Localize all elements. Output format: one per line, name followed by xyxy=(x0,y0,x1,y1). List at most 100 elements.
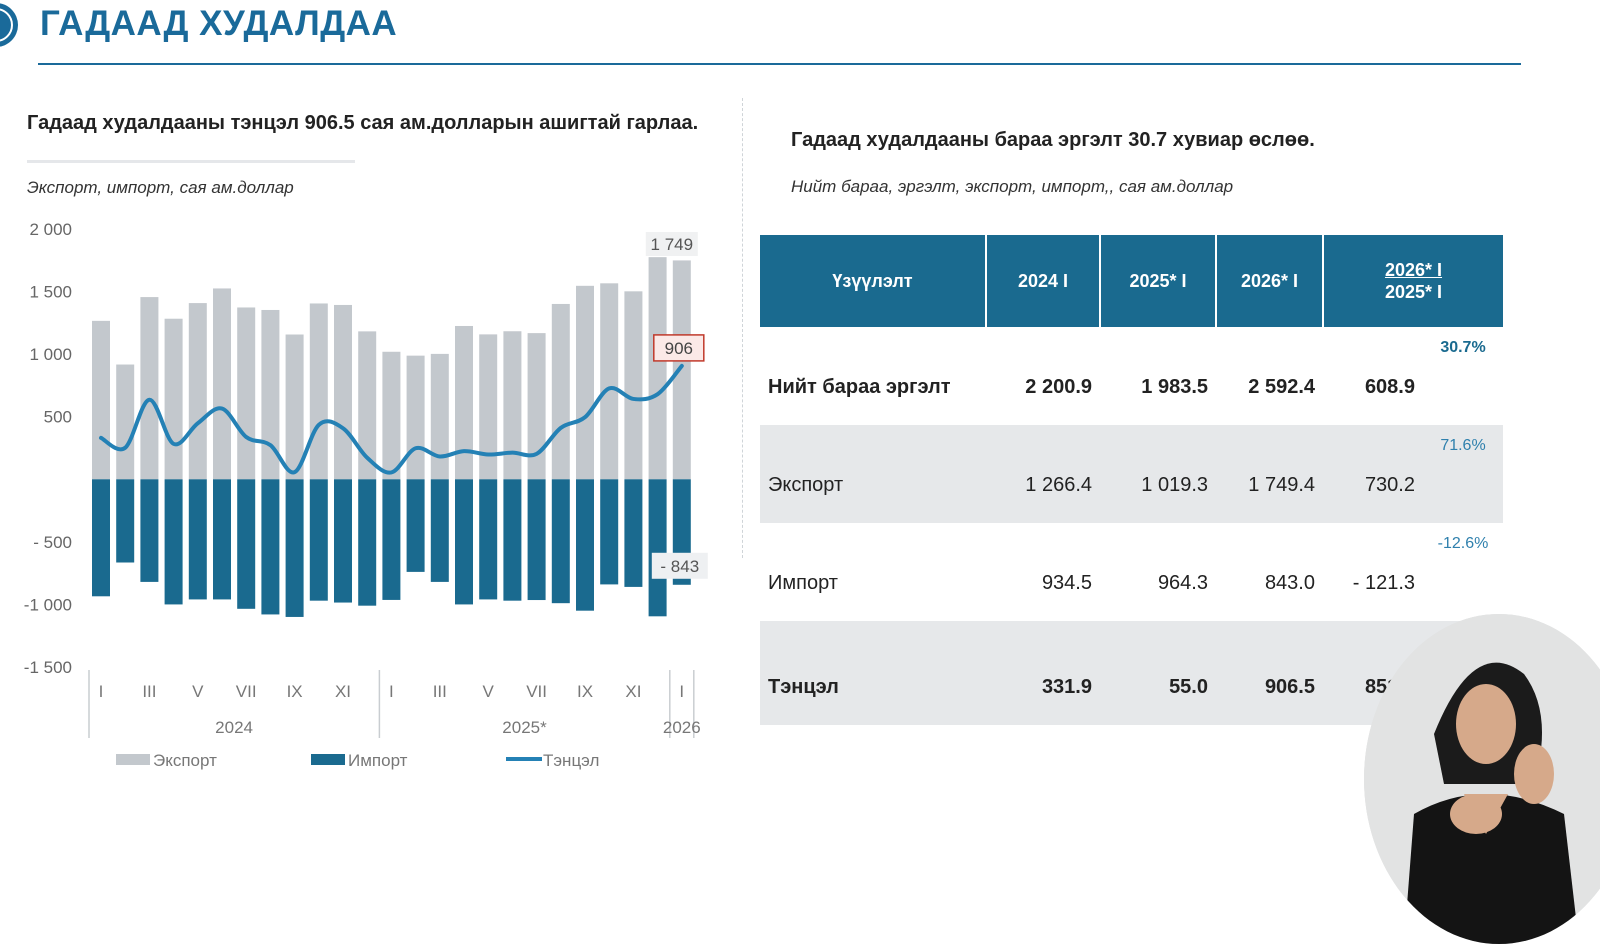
export-bar xyxy=(527,333,546,480)
import-bars xyxy=(92,479,691,617)
x-tick-label: XI xyxy=(335,682,351,701)
cell-diff: 730.2 xyxy=(1323,425,1423,523)
import-bar xyxy=(551,479,570,604)
export-bar xyxy=(503,331,522,480)
chart-heading: Гадаад худалдааны тэнцэл 906.5 сая ам.до… xyxy=(27,112,699,134)
chart-legend: Экспорт Импорт Тэнцэл xyxy=(116,751,599,770)
import-annotation-box xyxy=(651,552,708,579)
cell-2025: 55.0 xyxy=(1100,621,1216,725)
cell-pct-wrap: -12.6% xyxy=(1423,523,1503,621)
export-bar xyxy=(92,320,110,480)
export-bar xyxy=(406,355,425,480)
cell-pct-wrap: 30.7% xyxy=(1423,327,1503,425)
export-bar xyxy=(261,309,280,480)
export-bar xyxy=(140,297,159,480)
import-bar xyxy=(164,479,183,605)
column-divider xyxy=(742,98,743,558)
header-2024: 2024 I xyxy=(985,235,1100,327)
table-row-import: Импорт 934.5 964.3 843.0 - 121.3 -12.6% xyxy=(760,523,1503,621)
cell-pct: 71.6% xyxy=(1440,437,1486,454)
cell-2025: 1 019.3 xyxy=(1100,425,1216,523)
export-bar xyxy=(213,288,231,480)
x-tick-label: I xyxy=(679,682,684,701)
cell-2026: 843.0 xyxy=(1264,571,1315,594)
x-tick-label: III xyxy=(433,682,447,701)
balance-line-group xyxy=(99,363,684,475)
export-bar xyxy=(285,334,304,480)
import-bar xyxy=(285,479,304,617)
import-bar xyxy=(648,479,667,617)
table-row-export: Экспорт 1 266.4 1 019.3 1 749.4 730.2 71… xyxy=(760,425,1503,523)
y-tick-label: -1 000 xyxy=(24,595,72,614)
x-tick-label: VII xyxy=(526,682,547,701)
import-bar xyxy=(309,479,328,601)
chart-heading-underline xyxy=(27,160,355,163)
export-annotation: 1 749 xyxy=(651,235,694,254)
x-tick-label: V xyxy=(192,682,204,701)
export-bar xyxy=(624,291,643,480)
table-header-row: Үзүүлэлт 2024 I 2025* I 2026* I 2026* I … xyxy=(760,235,1503,327)
year-label: 2025* xyxy=(502,718,547,737)
cell-2026: 2 592.4 xyxy=(1248,375,1315,398)
import-bar xyxy=(576,479,594,611)
import-bar xyxy=(479,479,498,600)
y-tick-label: -1 500 xyxy=(24,658,72,677)
y-tick-label: 2 000 xyxy=(29,220,72,239)
cell-2026: 906.5 xyxy=(1216,621,1323,725)
export-bar xyxy=(600,283,619,480)
legend-label: Импорт xyxy=(348,751,408,770)
legend-label: Экспорт xyxy=(153,751,217,770)
balance-annotation-box xyxy=(653,334,705,362)
export-bar xyxy=(430,353,449,480)
import-bar xyxy=(188,479,207,600)
export-bar xyxy=(576,285,594,480)
x-tick-label: I xyxy=(99,682,104,701)
cell-2025: 964.3 xyxy=(1157,571,1208,594)
header-2025: 2025* I xyxy=(1099,235,1216,327)
row-label: Тэнцэл xyxy=(760,621,986,725)
legend-label: Тэнцэл xyxy=(543,751,599,770)
x-tick-label: III xyxy=(142,682,156,701)
export-bars xyxy=(92,257,691,480)
cell-pct-wrap: 71.6% xyxy=(1423,425,1503,523)
bank-logo-icon xyxy=(0,3,18,47)
import-bar xyxy=(92,479,110,597)
cell-2024: 2 200.9 xyxy=(1025,375,1092,398)
import-bar xyxy=(382,479,401,600)
export-bar xyxy=(358,331,377,480)
table-row-total: Нийт бараа эргэлт 2 200.9 1 983.5 2 592.… xyxy=(760,327,1503,425)
import-bar xyxy=(261,479,280,615)
export-bar xyxy=(551,303,570,480)
export-bar xyxy=(116,364,135,480)
import-bar xyxy=(600,479,619,585)
x-tick-label: XI xyxy=(625,682,641,701)
cell-pct: -12.6% xyxy=(1437,535,1489,552)
table-subtitle: Нийт бараа, эргэлт, экспорт, импорт,, са… xyxy=(791,177,1234,196)
import-bar xyxy=(140,479,159,582)
y-tick-label: - 500 xyxy=(33,533,72,552)
cell-diff: - 121.3 xyxy=(1352,571,1415,594)
export-bar xyxy=(648,257,667,480)
cell-2024: 934.5 xyxy=(1041,571,1092,594)
cell-diff: 608.9 xyxy=(1364,375,1415,398)
row-label: Экспорт xyxy=(760,425,986,523)
export-bar xyxy=(334,304,352,480)
export-bar xyxy=(479,334,498,480)
y-tick-label: 500 xyxy=(44,408,72,427)
chart-subtitle: Экспорт, импорт, сая ам.доллар xyxy=(27,178,294,197)
trade-table: Үзүүлэлт 2024 I 2025* I 2026* I 2026* I … xyxy=(760,235,1503,725)
header-ratio-top: 2026* I xyxy=(1384,260,1443,280)
row-label: Импорт xyxy=(768,571,838,594)
import-bar xyxy=(334,479,352,603)
cell-2024: 1 266.4 xyxy=(986,425,1100,523)
export-bar xyxy=(382,351,401,480)
balance-line xyxy=(99,363,684,475)
presenter-image xyxy=(1364,614,1600,944)
import-bar xyxy=(455,479,473,605)
header-indicator: Үзүүлэлт xyxy=(760,235,986,327)
table-heading: Гадаад худалдааны бараа эргэлт 30.7 хуви… xyxy=(791,129,1315,151)
import-bar xyxy=(358,479,377,606)
cell-2025: 1 983.5 xyxy=(1141,375,1208,398)
import-bar xyxy=(624,479,643,587)
